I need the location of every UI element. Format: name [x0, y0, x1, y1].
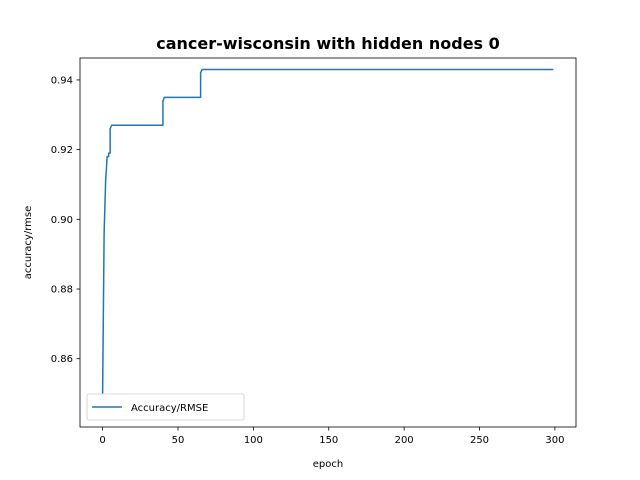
series-layer: [101, 68, 554, 394]
x-tick-label: 100: [244, 435, 263, 446]
x-tick-label: 150: [319, 435, 338, 446]
y-axis-label: accuracy/rmse: [23, 206, 34, 280]
y-axis-ticks: 0.86 0.88 0.90 0.92 0.94: [51, 75, 80, 365]
y-tick-label: 0.90: [51, 215, 73, 226]
x-axis-label: epoch: [313, 459, 343, 470]
plot-area: 0 50 100 150 200 250 300 0.86 0.88 0.90 0.92 0.94: [51, 57, 577, 446]
legend-box: [86, 393, 245, 421]
x-tick-label: 200: [395, 435, 414, 446]
y-tick-label: 0.86: [51, 354, 73, 365]
legend-label: Accuracy/RMSE: [131, 403, 208, 414]
chart-title: cancer-wisconsin with hidden nodes 0: [156, 34, 500, 53]
x-axis-ticks: 0 50 100 150 200 250 300: [99, 427, 564, 446]
y-tick-label: 0.94: [51, 75, 73, 86]
x-tick-label: 0: [99, 435, 105, 446]
series-line: [101, 68, 554, 394]
x-tick-label: 300: [545, 435, 564, 446]
y-tick-label: 0.92: [51, 145, 73, 156]
legend: Accuracy/RMSE: [86, 393, 245, 421]
y-tick-label: 0.88: [51, 285, 73, 296]
x-tick-label: 250: [470, 435, 489, 446]
axes-frame: [79, 57, 577, 428]
x-tick-label: 50: [172, 435, 185, 446]
